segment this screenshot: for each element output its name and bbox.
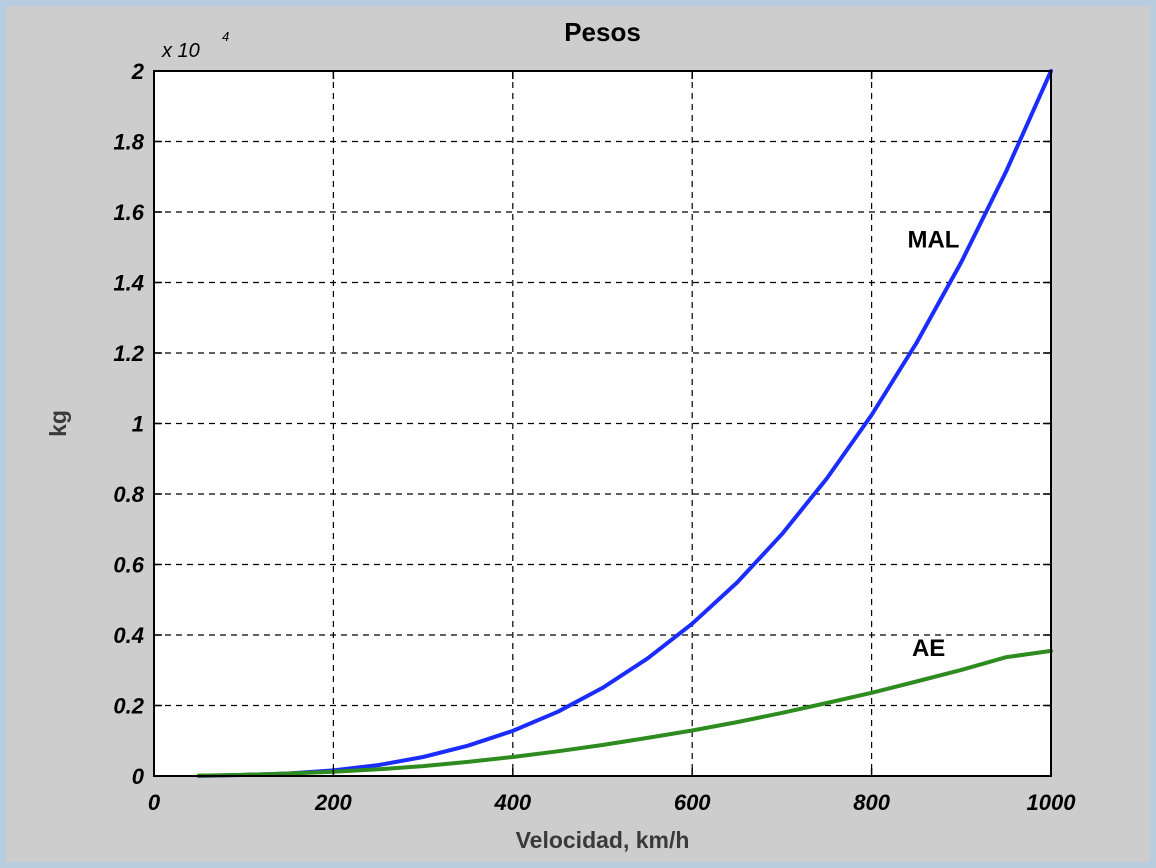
x-tick-label: 1000 (1027, 790, 1077, 815)
y-tick-label: 0 (132, 764, 145, 789)
y-tick-label: 1.4 (113, 271, 144, 296)
x-tick-label: 800 (853, 790, 890, 815)
y-tick-label: 2 (131, 59, 145, 84)
chart-figure: 0 200 400 600 800 1000 0 0.2 0.4 0.6 0.8 1 1.2 1.4 1.… (6, 6, 1150, 862)
y-tick-label: 0.8 (113, 482, 144, 507)
y-tick-label: 1.2 (113, 341, 144, 366)
x-axis-title: Velocidad, km/h (516, 827, 690, 853)
y-axis-title: kg (45, 410, 71, 437)
plot-area (154, 71, 1051, 776)
y-tick-label: 0.2 (113, 694, 144, 719)
y-tick-label: 1.6 (113, 200, 144, 225)
x-tick-labels: 0 200 400 600 800 1000 (148, 790, 1076, 815)
y-tick-label: 1.8 (113, 130, 144, 155)
ticks (153, 70, 1052, 777)
y-tick-labels: 0 0.2 0.4 0.6 0.8 1 1.2 1.4 1.6 1.8 2 (113, 59, 144, 789)
x-tick-label: 600 (674, 790, 711, 815)
y-axis-multiplier: x 10 (161, 40, 200, 62)
x-tick-label: 200 (314, 790, 352, 815)
grid (154, 71, 1051, 776)
x-tick-label: 0 (148, 790, 161, 815)
y-axis-exponent: 4 (222, 29, 229, 44)
annotation-mal: MAL (907, 226, 959, 253)
y-tick-label: 1 (132, 412, 144, 437)
x-tick-label: 400 (493, 790, 531, 815)
series-line-ae (196, 648, 1053, 778)
annotation-ae: AE (912, 635, 945, 662)
annotations: MAL AE (907, 226, 959, 662)
series-layer (196, 69, 1053, 778)
chart-title: Pesos (564, 17, 641, 47)
chart-svg: 0 200 400 600 800 1000 0 0.2 0.4 0.6 0.8 1 1.2 1.4 1.… (45, 17, 1076, 853)
y-tick-label: 0.4 (113, 623, 144, 648)
y-tick-label: 0.6 (113, 553, 144, 578)
